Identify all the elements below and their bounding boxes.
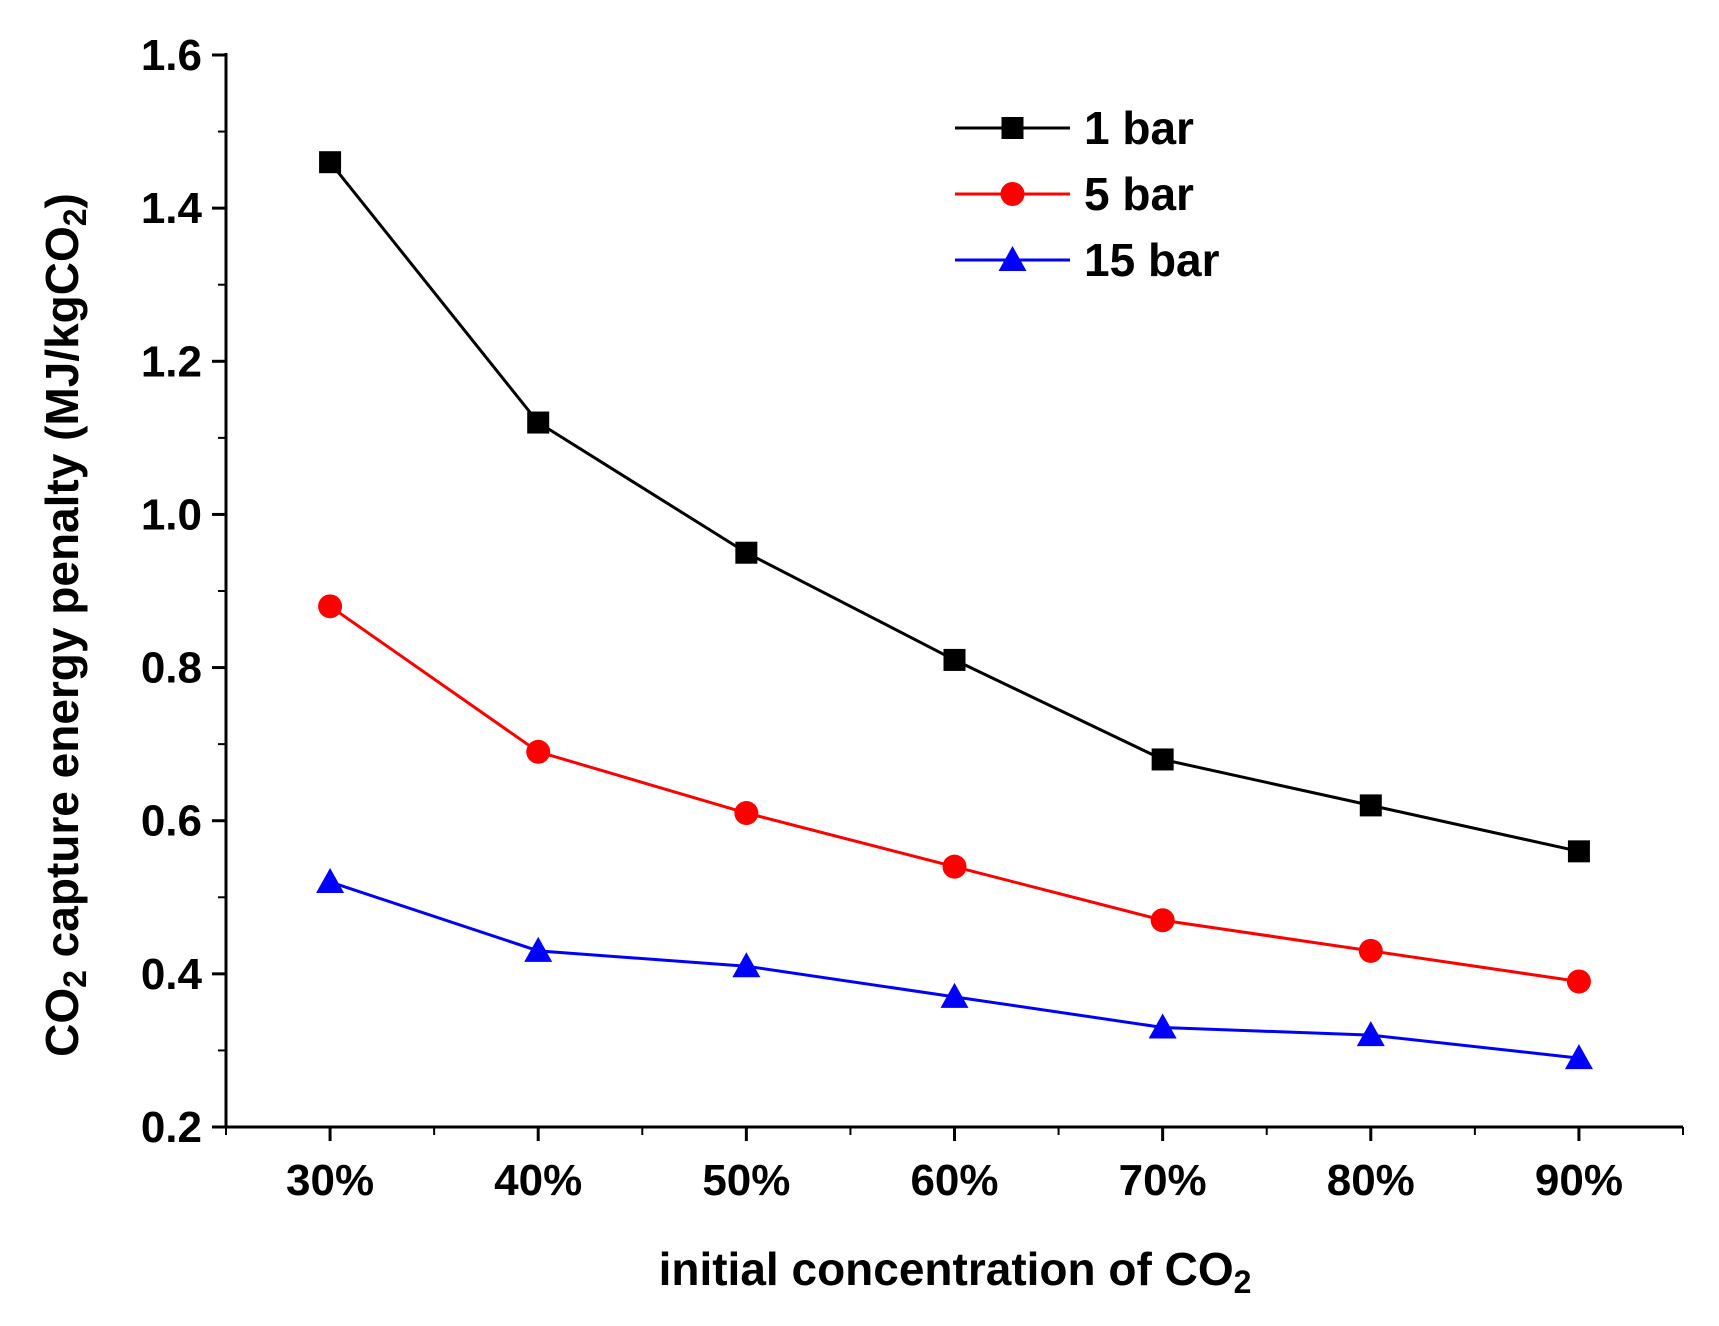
- data-point: [524, 936, 553, 962]
- data-point: [1564, 1044, 1593, 1070]
- plot-area: [316, 151, 1593, 1070]
- data-point: [1151, 748, 1174, 771]
- x-tick-label: 30%: [286, 1156, 374, 1205]
- y-tick-label: 0.2: [141, 1103, 202, 1152]
- legend-marker: [1001, 117, 1024, 139]
- data-point: [316, 867, 345, 893]
- x-tick-label: 40%: [494, 1156, 582, 1205]
- legend-label: 15 bar: [1084, 234, 1220, 286]
- data-point: [527, 411, 550, 434]
- legend-label: 1 bar: [1084, 102, 1194, 154]
- series-1-bar: [319, 151, 1590, 863]
- data-point: [526, 739, 551, 764]
- data-point: [940, 982, 969, 1008]
- legend-marker: [1000, 182, 1025, 206]
- data-point: [1566, 969, 1591, 994]
- series-5-bar: [318, 594, 1591, 994]
- data-point: [734, 801, 759, 826]
- y-tick-label: 1.0: [141, 490, 202, 539]
- data-point: [735, 541, 758, 564]
- y-tick-label: 1.6: [141, 31, 202, 80]
- data-point: [732, 952, 761, 978]
- x-axis-title: initial concentration of CO2: [659, 1243, 1252, 1300]
- series-15-bar: [316, 867, 1593, 1070]
- data-point: [943, 648, 966, 671]
- legend-label: 5 bar: [1084, 168, 1194, 220]
- y-axis-title: CO2 capture energy penalty (MJ/kgCO2): [36, 193, 93, 1057]
- data-point: [318, 594, 343, 619]
- y-tick-label: 1.4: [141, 184, 203, 233]
- data-point: [1150, 908, 1175, 933]
- y-tick-label: 1.2: [141, 337, 202, 386]
- legend-item: 1 bar: [955, 102, 1194, 154]
- data-point: [942, 854, 967, 879]
- legend-marker: [998, 246, 1027, 271]
- y-tick-label: 0.6: [141, 797, 202, 846]
- x-tick-label: 90%: [1535, 1156, 1623, 1205]
- data-point: [319, 151, 342, 174]
- data-point: [1359, 794, 1382, 817]
- data-point: [1567, 840, 1590, 863]
- x-tick-label: 50%: [702, 1156, 790, 1205]
- y-tick-label: 0.4: [141, 950, 203, 999]
- data-point: [1356, 1021, 1385, 1047]
- x-tick-label: 60%: [910, 1156, 998, 1205]
- series-line: [329, 880, 1580, 1060]
- legend: 1 bar 5 bar 15 bar: [955, 102, 1220, 286]
- data-point: [1358, 938, 1383, 963]
- x-tick-label: 70%: [1119, 1156, 1207, 1205]
- data-point: [1148, 1013, 1177, 1039]
- legend-item: 15 bar: [955, 234, 1220, 286]
- series-line: [328, 161, 1580, 853]
- x-tick-label: 80%: [1327, 1156, 1415, 1205]
- y-tick-label: 0.8: [141, 644, 202, 693]
- axes: 0.2 0.4 0.6 0.8 1.0 1.2 1.4 1.6 30% 40% 50% 60% 70% 8…: [141, 31, 1684, 1205]
- legend-item: 5 bar: [955, 168, 1194, 220]
